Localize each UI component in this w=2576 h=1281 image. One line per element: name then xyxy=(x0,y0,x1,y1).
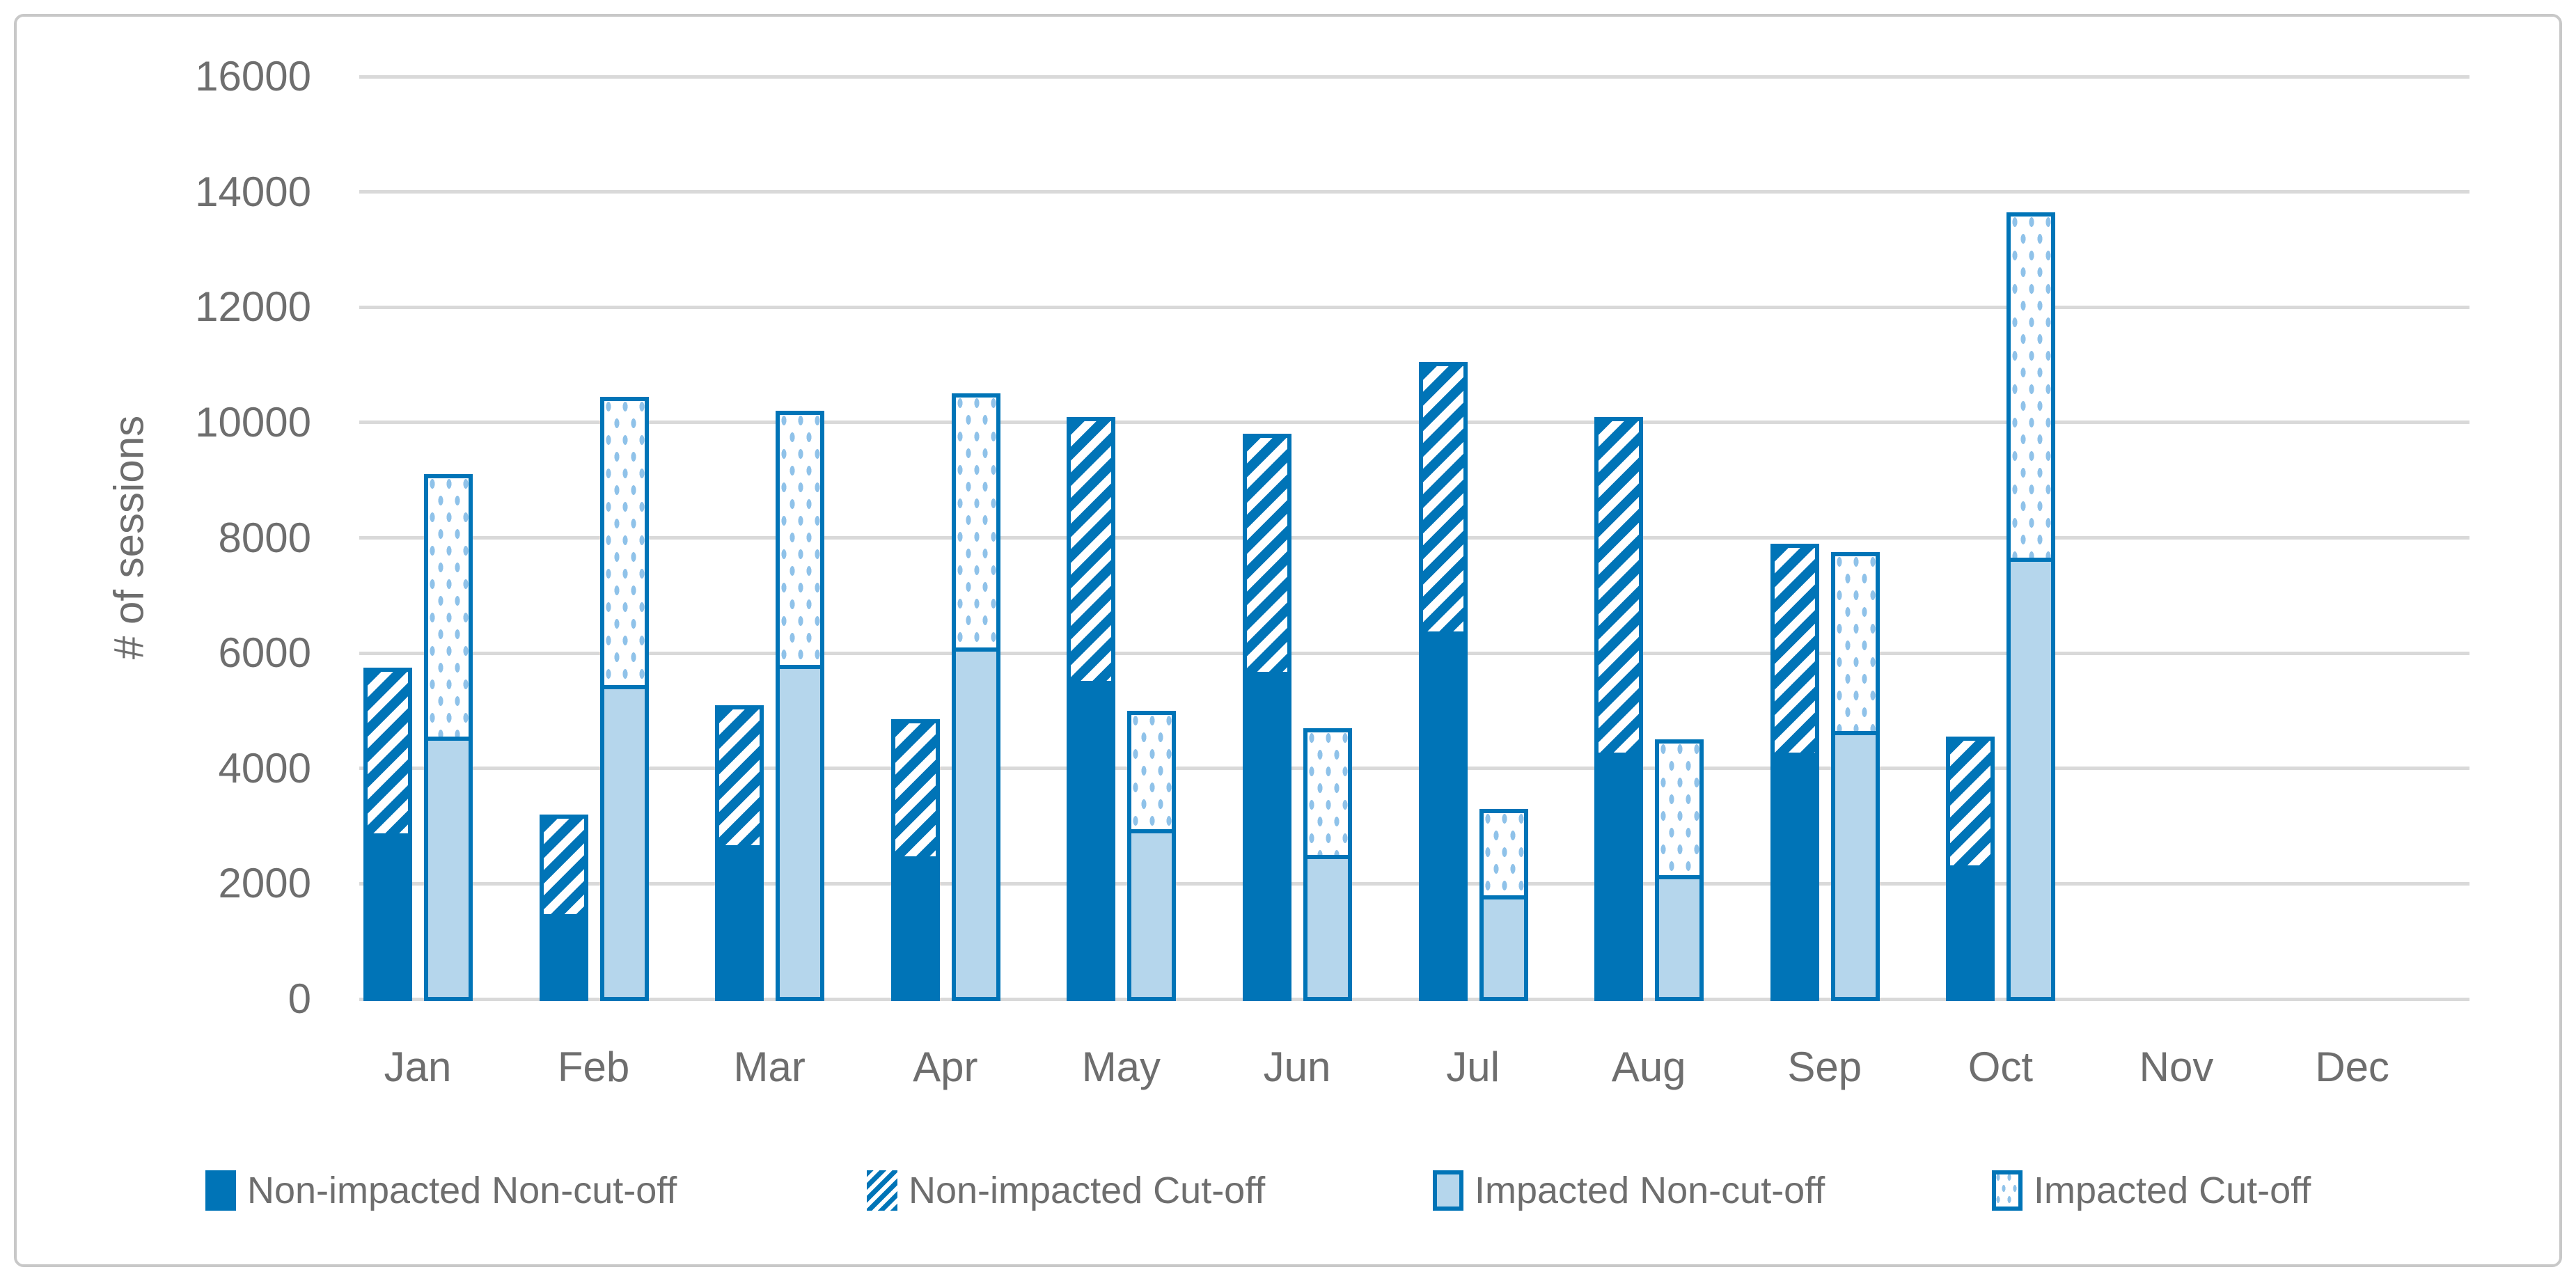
bar-segment-mar-non-impacted-cut-off xyxy=(715,705,764,849)
bar-segment-oct-impacted-non-cut-off xyxy=(2006,558,2056,1001)
gridline-4000 xyxy=(359,767,2469,771)
bar-segment-sep-impacted-non-cut-off xyxy=(1830,730,1880,1001)
bar-segment-jun-non-impacted-cut-off xyxy=(1243,434,1291,677)
bar-segment-mar-non-impacted-non-cut-off xyxy=(715,849,764,1001)
bar-segment-jul-impacted-non-cut-off xyxy=(1479,895,1528,1001)
x-axis-label-mar: Mar xyxy=(733,1044,806,1090)
bar-segment-jun-impacted-non-cut-off xyxy=(1303,854,1352,1001)
legend-item-impacted-cut-off: Impacted Cut-off xyxy=(1992,1168,2311,1213)
x-axis-label-feb: Feb xyxy=(557,1044,630,1090)
y-tick-label-10000: 10000 xyxy=(195,398,311,446)
gridline-0 xyxy=(359,997,2469,1001)
x-axis-label-dec: Dec xyxy=(2315,1044,2389,1090)
y-tick-label-2000: 2000 xyxy=(218,860,311,907)
legend-label-non-impacted-non-cut-off: Non-impacted Non-cut-off xyxy=(247,1170,677,1211)
gridline-6000 xyxy=(359,651,2469,655)
bar-segment-may-non-impacted-non-cut-off xyxy=(1067,684,1116,1001)
bar-segment-oct-impacted-cut-off xyxy=(2006,212,2056,558)
bar-segment-jan-impacted-non-cut-off xyxy=(424,737,473,1001)
bar-segment-apr-impacted-cut-off xyxy=(951,393,1000,647)
gridline-8000 xyxy=(359,536,2469,540)
bar-segment-oct-non-impacted-non-cut-off xyxy=(1946,869,1995,1001)
bar-segment-mar-impacted-non-cut-off xyxy=(776,664,825,1001)
y-tick-label-12000: 12000 xyxy=(195,283,311,331)
legend-item-non-impacted-non-cut-off: Non-impacted Non-cut-off xyxy=(205,1168,677,1213)
y-tick-label-4000: 4000 xyxy=(218,744,311,792)
y-tick-label-6000: 6000 xyxy=(218,629,311,677)
legend-item-non-impacted-cut-off: Non-impacted Cut-off xyxy=(867,1168,1265,1213)
legend-item-impacted-non-cut-off: Impacted Non-cut-off xyxy=(1433,1168,1825,1213)
legend-label-impacted-non-cut-off: Impacted Non-cut-off xyxy=(1475,1170,1825,1211)
bar-segment-may-impacted-cut-off xyxy=(1127,710,1177,829)
bar-segment-feb-impacted-non-cut-off xyxy=(599,684,649,1001)
y-tick-label-8000: 8000 xyxy=(218,514,311,561)
bar-segment-jul-non-impacted-non-cut-off xyxy=(1418,636,1468,1001)
x-axis-label-jun: Jun xyxy=(1263,1044,1331,1090)
bar-segment-aug-non-impacted-cut-off xyxy=(1594,416,1644,757)
bar-segment-sep-non-impacted-non-cut-off xyxy=(1770,757,1819,1001)
bar-segment-feb-non-impacted-non-cut-off xyxy=(539,918,588,1001)
bar-segment-may-impacted-non-cut-off xyxy=(1127,828,1177,1001)
bar-segment-jun-non-impacted-non-cut-off xyxy=(1243,676,1291,1001)
y-tick-label-16000: 16000 xyxy=(195,53,311,100)
bar-segment-feb-impacted-cut-off xyxy=(599,396,649,685)
bar-segment-may-non-impacted-cut-off xyxy=(1067,416,1116,685)
bar-segment-apr-non-impacted-cut-off xyxy=(890,719,940,861)
bar-segment-jun-impacted-cut-off xyxy=(1303,728,1352,855)
y-tick-label-0: 0 xyxy=(288,975,311,1022)
gridline-14000 xyxy=(359,190,2469,194)
bar-segment-mar-impacted-cut-off xyxy=(776,411,825,665)
x-axis-label-nov: Nov xyxy=(2139,1044,2214,1090)
legend-swatch-non-impacted-cut-off xyxy=(867,1170,897,1211)
bar-segment-apr-non-impacted-non-cut-off xyxy=(890,860,940,1001)
bar-segment-jan-impacted-cut-off xyxy=(424,474,473,737)
bar-segment-sep-non-impacted-cut-off xyxy=(1770,543,1819,757)
x-axis-label-oct: Oct xyxy=(1968,1044,2034,1090)
gridline-2000 xyxy=(359,881,2469,886)
legend-swatch-non-impacted-non-cut-off xyxy=(205,1170,236,1211)
legend-swatch-impacted-cut-off xyxy=(1992,1170,2023,1211)
x-axis-label-aug: Aug xyxy=(1611,1044,1686,1090)
bar-segment-jul-non-impacted-cut-off xyxy=(1418,361,1468,636)
x-axis-label-apr: Apr xyxy=(913,1044,978,1090)
bar-segment-feb-non-impacted-cut-off xyxy=(539,815,588,919)
bar-segment-apr-impacted-non-cut-off xyxy=(951,647,1000,1001)
legend-swatch-impacted-non-cut-off xyxy=(1433,1170,1463,1211)
x-axis-label-may: May xyxy=(1081,1044,1161,1090)
x-axis-label-jul: Jul xyxy=(1446,1044,1500,1090)
gridline-16000 xyxy=(359,74,2469,79)
bar-segment-jan-non-impacted-non-cut-off xyxy=(363,838,412,1001)
bar-segment-jan-non-impacted-cut-off xyxy=(363,667,412,838)
legend-label-impacted-cut-off: Impacted Cut-off xyxy=(2034,1170,2311,1211)
bar-segment-aug-impacted-cut-off xyxy=(1655,739,1704,875)
bar-segment-oct-non-impacted-cut-off xyxy=(1946,737,1995,870)
x-axis-label-jan: Jan xyxy=(384,1044,452,1090)
gridline-12000 xyxy=(359,305,2469,309)
legend-label-non-impacted-cut-off: Non-impacted Cut-off xyxy=(909,1170,1266,1211)
bar-segment-aug-impacted-non-cut-off xyxy=(1655,874,1704,1001)
bar-segment-aug-non-impacted-non-cut-off xyxy=(1594,757,1644,1001)
y-axis-title: # of sessions xyxy=(105,415,152,660)
x-axis-label-sep: Sep xyxy=(1787,1044,1862,1090)
gridline-10000 xyxy=(359,421,2469,425)
bar-segment-jul-impacted-cut-off xyxy=(1479,808,1528,895)
y-tick-label-14000: 14000 xyxy=(195,168,311,215)
bar-segment-sep-impacted-cut-off xyxy=(1830,552,1880,731)
